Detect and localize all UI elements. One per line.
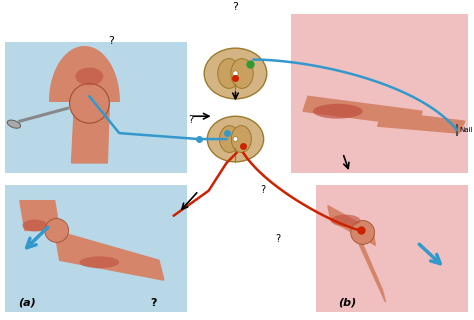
Text: ?: ? bbox=[233, 2, 238, 12]
Ellipse shape bbox=[204, 48, 267, 99]
FancyBboxPatch shape bbox=[316, 185, 468, 312]
Ellipse shape bbox=[22, 220, 47, 231]
Text: (a): (a) bbox=[18, 298, 36, 308]
FancyBboxPatch shape bbox=[5, 185, 187, 312]
Text: ?: ? bbox=[188, 115, 193, 125]
Polygon shape bbox=[72, 103, 109, 163]
Circle shape bbox=[233, 71, 238, 76]
Ellipse shape bbox=[7, 120, 20, 128]
Polygon shape bbox=[328, 206, 375, 245]
Ellipse shape bbox=[313, 104, 363, 119]
Ellipse shape bbox=[331, 215, 361, 227]
Ellipse shape bbox=[231, 59, 253, 88]
Circle shape bbox=[233, 137, 238, 141]
Text: Nail: Nail bbox=[459, 127, 473, 133]
Text: ?: ? bbox=[261, 185, 266, 195]
FancyBboxPatch shape bbox=[291, 14, 468, 173]
Polygon shape bbox=[50, 47, 119, 101]
Ellipse shape bbox=[80, 256, 119, 268]
Ellipse shape bbox=[207, 116, 264, 162]
FancyBboxPatch shape bbox=[5, 42, 187, 173]
Text: ?: ? bbox=[151, 298, 157, 308]
Ellipse shape bbox=[218, 59, 240, 88]
Text: (b): (b) bbox=[338, 298, 356, 308]
Polygon shape bbox=[358, 232, 385, 302]
Circle shape bbox=[45, 219, 69, 242]
Ellipse shape bbox=[219, 126, 240, 152]
Polygon shape bbox=[377, 111, 465, 133]
Polygon shape bbox=[20, 201, 60, 230]
Ellipse shape bbox=[231, 126, 251, 152]
Text: ?: ? bbox=[275, 234, 281, 244]
Text: ?: ? bbox=[109, 36, 114, 46]
Polygon shape bbox=[303, 96, 422, 126]
Ellipse shape bbox=[75, 68, 103, 85]
Polygon shape bbox=[55, 230, 164, 280]
Circle shape bbox=[351, 220, 374, 244]
Circle shape bbox=[70, 84, 109, 123]
